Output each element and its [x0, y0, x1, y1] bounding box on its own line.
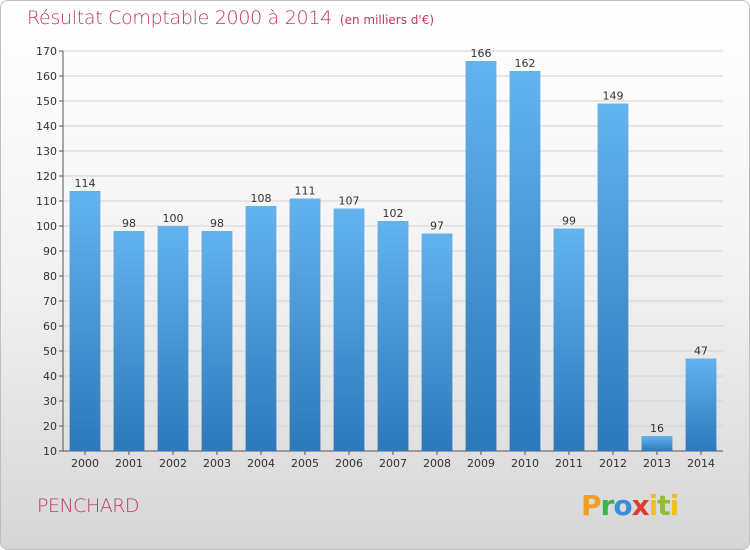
- chart-title-text: Résultat Comptable 2000 à 2014: [27, 7, 332, 29]
- chart-title: Résultat Comptable 2000 à 2014 (en millie…: [27, 7, 434, 29]
- x-tick-label: 2011: [555, 457, 583, 470]
- data-labels: 114 98 100 98 108 111 107 102 97 166 162 99 149 16 47: [75, 47, 709, 435]
- y-tick-label: 120: [36, 170, 57, 183]
- x-tick-label: 2002: [159, 457, 187, 470]
- y-tick-label: 70: [43, 295, 57, 308]
- bar-value-label: 100: [163, 212, 184, 225]
- y-tick-label: 90: [43, 245, 57, 258]
- y-tick-label: 30: [43, 395, 57, 408]
- x-tick-label: 2007: [379, 457, 407, 470]
- y-tick-label: 60: [43, 320, 57, 333]
- y-tick-label: 170: [36, 45, 57, 58]
- x-tick-label: 2009: [467, 457, 495, 470]
- y-tick-label: 80: [43, 270, 57, 283]
- bar: [377, 221, 409, 451]
- bar: [597, 103, 629, 451]
- bar: [509, 71, 541, 451]
- bar-value-label: 166: [471, 47, 492, 60]
- bar-value-label: 149: [603, 90, 624, 103]
- bar-value-label: 99: [562, 215, 576, 228]
- bar-value-label: 162: [515, 57, 536, 70]
- bar: [289, 198, 321, 451]
- y-tick-label: 160: [36, 70, 57, 83]
- bar-value-label: 107: [339, 195, 360, 208]
- y-tick-label: 100: [36, 220, 57, 233]
- proxiti-logo: Proxiti: [581, 489, 680, 522]
- x-tick-label: 2008: [423, 457, 451, 470]
- logo-letter: x: [631, 489, 650, 522]
- y-tick-label: 40: [43, 370, 57, 383]
- x-tick-label: 2001: [115, 457, 143, 470]
- y-tick-label: 110: [36, 195, 57, 208]
- logo-letter: P: [581, 489, 602, 522]
- x-tick-label: 2004: [247, 457, 275, 470]
- bar-value-label: 16: [650, 422, 664, 435]
- bar: [113, 231, 145, 451]
- bar-value-label: 114: [75, 177, 96, 190]
- bar: [641, 436, 673, 451]
- x-tick-label: 2005: [291, 457, 319, 470]
- bar: [333, 208, 365, 451]
- bar: [553, 228, 585, 451]
- y-tick-label: 140: [36, 120, 57, 133]
- bar-value-label: 111: [295, 185, 316, 198]
- bar-value-label: 98: [210, 217, 224, 230]
- x-tick-label: 2000: [71, 457, 99, 470]
- logo-letter: i: [669, 489, 680, 522]
- bar: [685, 358, 717, 451]
- bar: [245, 206, 277, 451]
- bar-value-label: 97: [430, 220, 444, 233]
- axes: 10 20 30 40 50 60 70 80 90 100 110 120 130 140 150 160 1…: [36, 45, 723, 470]
- y-tick-label: 130: [36, 145, 57, 158]
- bar: [201, 231, 233, 451]
- logo-letter: r: [600, 489, 615, 522]
- bar: [69, 191, 101, 451]
- x-tick-label: 2014: [687, 457, 715, 470]
- y-tick-label: 50: [43, 345, 57, 358]
- commune-name: PENCHARD: [37, 495, 140, 517]
- x-tick-label: 2012: [599, 457, 627, 470]
- x-tick-label: 2006: [335, 457, 363, 470]
- bar-value-label: 108: [251, 192, 272, 205]
- bars: [69, 61, 717, 451]
- bar-value-label: 47: [694, 345, 708, 358]
- x-tick-label: 2013: [643, 457, 671, 470]
- logo-letter: i: [648, 489, 659, 522]
- logo-letter: o: [613, 489, 632, 522]
- y-tick-label: 10: [43, 445, 57, 458]
- bar: [465, 61, 497, 451]
- bar: [157, 226, 189, 451]
- bar: [421, 233, 453, 451]
- y-tick-label: 20: [43, 420, 57, 433]
- logo-letter: t: [657, 489, 670, 522]
- x-tick-label: 2003: [203, 457, 231, 470]
- x-tick-label: 2010: [511, 457, 539, 470]
- bar-value-label: 98: [122, 217, 136, 230]
- unit-note: (en milliers d'€): [339, 13, 435, 27]
- bar-value-label: 102: [383, 207, 404, 220]
- y-tick-label: 150: [36, 95, 57, 108]
